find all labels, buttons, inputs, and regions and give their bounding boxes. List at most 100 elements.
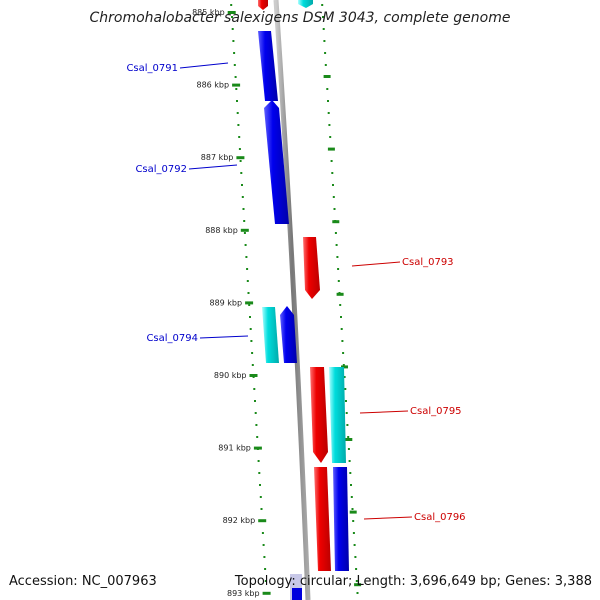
scale-label: 887 kbp [201,153,234,162]
tick-minor-left [253,388,256,390]
scale-label: 888 kbp [205,226,238,235]
tick-major [236,156,245,160]
gene-arrow-csal-0794-a[interactable] [262,307,279,363]
tick-minor-left [249,316,251,318]
scale-label: 889 kbp [209,298,242,307]
tick-minor-right [354,556,357,558]
leader-csal-0793 [351,261,401,267]
gene-arrow-csal-0791[interactable] [258,31,278,101]
tick-minor-left [241,184,243,186]
tick-minor-right [321,4,324,6]
gene-arrow-csal-0794-b[interactable] [280,306,297,363]
tick-minor-right [350,484,352,486]
tick-minor-right [334,232,337,234]
tick-minor-left [264,568,267,570]
tick-major-right [345,438,353,441]
tick-minor-left [258,472,261,474]
tick-minor-left [259,484,261,486]
tick-minor-left [230,4,233,6]
tick-minor-right [347,448,350,450]
gene-arrow-partial-red[interactable] [258,0,268,10]
tick-minor-right [322,16,324,18]
tick-minor-right [352,520,355,522]
gene-arrow-csal-0795-red[interactable] [310,367,328,463]
tick-minor-left [233,52,236,54]
tick-minor-right [352,532,355,534]
tick-minor-right [342,352,345,354]
tick-minor-left [231,28,234,30]
tick-minor-right [336,256,339,258]
gene-arrow-csal-0795-cyan[interactable] [329,367,346,463]
tick-minor-right [342,364,345,366]
tick-minor-left [235,88,238,90]
gene-arrow-partial-blue[interactable] [292,588,302,600]
tick-minor-right [337,280,340,282]
tick-minor-right [341,340,344,342]
tick-minor-right [349,472,352,474]
leader-csal-0792 [188,164,238,170]
tick-minor-left [237,124,240,126]
leader-csal-0795 [359,410,409,414]
genome-backbone [273,0,311,600]
tick-minor-left [264,580,267,582]
leader-csal-0794 [199,335,249,339]
gene-label-csal-0796[interactable]: Csal_0796 [414,512,466,523]
tick-minor-right [344,388,347,390]
tick-minor-right [327,100,329,102]
tick-minor-right [345,400,347,402]
gene-arrow-csal-0796-red[interactable] [314,467,331,571]
accession-text: Accession: NC_007963 [9,574,157,589]
tick-minor-left [238,148,241,150]
tick-minor-right [324,52,327,54]
tick-minor-left [263,556,266,558]
tick-major [227,11,236,14]
tick-major-right [336,292,344,296]
tick-minor-right [332,196,335,198]
tick-minor-left [242,208,245,210]
tick-major-right [341,365,348,369]
gene-arrow-csal-0796-blue[interactable] [333,467,349,571]
tick-minor-right [355,580,358,582]
tick-major-right [327,147,335,151]
gene-arrow-csal-0792[interactable] [264,100,289,224]
tick-minor-right [326,88,329,90]
tick-minor-left [257,460,260,462]
gene-arrow-csal-0793[interactable] [303,237,320,299]
tick-minor-left [250,340,253,342]
tick-minor-right [337,268,340,270]
tick-minor-right [343,376,346,378]
gene-label-csal-0793[interactable]: Csal_0793 [402,257,454,268]
tick-minor-left [259,496,262,498]
scale-label: 885 kbp [192,8,225,17]
tick-minor-right [345,412,348,414]
tick-minor-right [351,508,354,510]
leader-csal-0791 [179,62,229,69]
tick-minor-left [231,16,233,18]
scale-labels: 885 kbp 886 kbp 887 kbp 888 kbp 889 kbp 890 k… [192,8,260,598]
tick-minor-right [335,244,338,246]
tick-minor-right [328,124,331,126]
tick-marks [227,4,362,595]
tick-minor-right [329,136,332,138]
gene-label-csal-0791[interactable]: Csal_0791 [126,63,178,74]
tick-minor-left [232,40,235,42]
topology-text: Topology: circular; Length: 3,696,649 bp… [234,574,592,589]
gene-label-csal-0792[interactable]: Csal_0792 [135,164,187,175]
tick-minor-left [262,544,265,546]
tick-minor-right [331,172,334,174]
tick-minor-left [240,172,243,174]
tick-minor-right [353,544,356,546]
tick-minor-left [241,196,244,198]
tick-minor-left [245,256,248,258]
tick-major [232,83,241,87]
gene-label-csal-0795[interactable]: Csal_0795 [410,406,462,417]
tick-minor-left [236,112,239,114]
tick-minor-left [239,160,242,162]
tick-major-right [332,220,340,224]
tick-minor-left [244,244,247,246]
gene-arrow-partial-cyan[interactable] [298,0,313,8]
tick-minor-right [340,328,343,330]
tick-minor-left [243,220,246,222]
tick-minor-left [260,508,263,510]
gene-label-csal-0794[interactable]: Csal_0794 [146,333,198,344]
